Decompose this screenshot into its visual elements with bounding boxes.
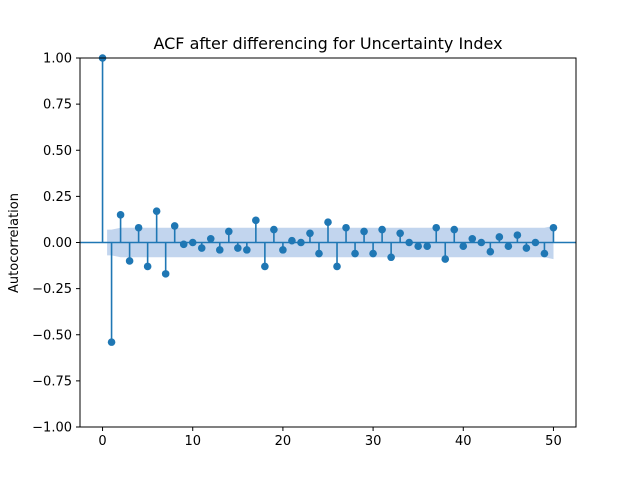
- y-axis-ticks: −1.00 −0.75 −0.50 −0.25 0.00 0.25 0.50 0.75 1.00: [32, 52, 80, 436]
- acf-point-lag-5: [143, 262, 152, 271]
- acf-point-lag-25: [324, 218, 332, 227]
- acf-point-lag-8: [170, 222, 179, 230]
- acf-point-lag-40: [459, 242, 468, 250]
- acf-point-lag-13: [215, 246, 224, 254]
- acf-point-lag-31: [378, 225, 386, 234]
- acf-point-lag-18: [261, 262, 269, 271]
- y-tick-label: −0.75: [32, 374, 72, 389]
- acf-point-lag-36: [423, 242, 432, 250]
- acf-point-lag-9: [179, 240, 188, 249]
- y-tick-label: −1.00: [32, 421, 72, 436]
- y-tick-label: 0.25: [43, 190, 72, 205]
- acf-point-lag-26: [333, 262, 341, 271]
- acf-point-lag-14: [225, 227, 233, 236]
- x-tick-label: 20: [275, 434, 292, 449]
- x-tick-label: 10: [184, 434, 201, 449]
- y-tick-label: 1.00: [43, 52, 72, 67]
- acf-point-lag-3: [125, 257, 134, 265]
- acf-point-lag-10: [188, 238, 197, 247]
- acf-point-lag-48: [531, 238, 540, 247]
- acf-point-lag-49: [540, 249, 549, 258]
- acf-point-lag-42: [477, 238, 486, 247]
- acf-point-lag-34: [405, 238, 413, 247]
- x-axis-ticks: 0 10 20 30 40 50: [98, 427, 562, 449]
- acf-point-lag-4: [134, 223, 143, 232]
- acf-point-lag-30: [369, 249, 377, 258]
- acf-point-lag-35: [414, 242, 422, 250]
- marker-layer: [98, 54, 558, 346]
- acf-point-lag-2: [116, 211, 125, 219]
- acf-point-lag-33: [396, 229, 404, 238]
- acf-point-lag-1: [107, 338, 116, 346]
- acf-point-lag-47: [522, 244, 531, 252]
- y-tick-label: 0.00: [43, 236, 72, 251]
- acf-point-lag-27: [342, 223, 350, 232]
- y-axis-label: Autocorrelation: [7, 193, 22, 293]
- chart-title: ACF after differencing for Uncertainty I…: [153, 34, 502, 53]
- x-tick-label: 50: [545, 434, 562, 449]
- acf-point-lag-41: [468, 235, 477, 243]
- acf-point-lag-21: [288, 236, 296, 245]
- x-tick-label: 30: [365, 434, 382, 449]
- acf-point-lag-17: [252, 216, 260, 225]
- acf-point-lag-16: [243, 246, 251, 254]
- acf-point-lag-28: [351, 249, 359, 258]
- acf-point-lag-38: [441, 255, 450, 263]
- acf-point-lag-29: [360, 227, 368, 236]
- acf-point-lag-19: [270, 225, 278, 234]
- acf-point-lag-43: [486, 247, 495, 256]
- acf-point-lag-6: [152, 207, 161, 215]
- acf-point-lag-46: [513, 231, 522, 239]
- acf-point-lag-15: [234, 244, 242, 252]
- x-tick-label: 40: [455, 434, 472, 449]
- acf-point-lag-23: [306, 229, 314, 238]
- acf-point-lag-22: [297, 238, 305, 247]
- y-tick-label: 0.50: [43, 144, 72, 159]
- acf-point-lag-50: [549, 223, 558, 232]
- acf-point-lag-44: [495, 233, 504, 241]
- acf-point-lag-12: [206, 235, 215, 243]
- acf-point-lag-20: [279, 246, 287, 254]
- y-tick-label: 0.75: [43, 98, 72, 113]
- acf-point-lag-11: [197, 244, 206, 252]
- x-tick-label: 0: [98, 434, 106, 449]
- acf-point-lag-45: [504, 242, 513, 250]
- y-tick-label: −0.50: [32, 328, 72, 343]
- acf-point-lag-7: [161, 270, 170, 278]
- acf-point-lag-24: [315, 249, 323, 258]
- acf-point-lag-39: [450, 225, 459, 234]
- acf-point-lag-37: [432, 223, 441, 232]
- y-tick-label: −0.25: [32, 282, 72, 297]
- acf-point-lag-32: [387, 253, 395, 262]
